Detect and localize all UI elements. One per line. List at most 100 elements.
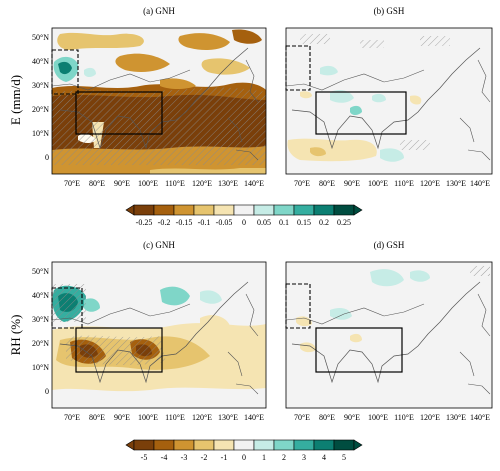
panel-a-title: (a) GNH <box>143 6 175 16</box>
colorbar-swatch <box>313 204 335 216</box>
lon-tick: 70°E <box>64 413 80 422</box>
colorbar-swatch <box>173 204 195 216</box>
lon-tick: 100°E <box>368 413 388 422</box>
colorbar-rh: -5 -4 -3 -2 -1 0 1 2 3 4 5 <box>125 439 363 462</box>
colorbar-label: -0.25 <box>136 218 153 227</box>
panel-b: 70°E 80°E 90°E 100°E 110°E 120°E 130°E 1… <box>285 27 493 188</box>
colorbar-label: -0.2 <box>158 218 171 227</box>
lon-tick: 130°E <box>446 413 466 422</box>
lon-tick: 80°E <box>89 179 105 188</box>
colorbar-swatch <box>233 204 255 216</box>
lon-tick: 80°E <box>319 179 335 188</box>
colorbar-label: 0 <box>242 218 246 227</box>
lon-tick: 100°E <box>368 179 388 188</box>
panel-a-lon-ticks: 70°E 80°E 90°E 100°E 110°E 120°E 130°E 1… <box>64 179 264 188</box>
colorbar-swatch <box>293 439 315 451</box>
lon-tick: 120°E <box>420 413 440 422</box>
lon-tick: 120°E <box>192 413 212 422</box>
lat-tick: 0 <box>45 153 49 162</box>
lon-tick: 140°E <box>470 179 490 188</box>
lon-tick: 120°E <box>420 179 440 188</box>
colorbar-label: -5 <box>141 453 148 462</box>
row2-ylabel: RH (%) <box>8 315 23 356</box>
colorbar-label: 1 <box>262 453 266 462</box>
lon-tick: 100°E <box>138 179 158 188</box>
colorbar-swatch <box>213 204 235 216</box>
panel-a-field <box>52 29 266 174</box>
colorbar-swatch <box>153 204 175 216</box>
colorbar-swatch <box>313 439 335 451</box>
lon-tick: 80°E <box>319 413 335 422</box>
colorbar-swatch <box>173 439 195 451</box>
lon-tick: 90°E <box>344 413 360 422</box>
lon-tick: 90°E <box>344 179 360 188</box>
colorbar-swatch <box>253 439 275 451</box>
panel-a-lat-ticks: 50°N 40°N 30°N 20°N 10°N 0 <box>32 33 49 162</box>
colorbar-label: 0.05 <box>257 218 271 227</box>
lon-tick: 130°E <box>446 179 466 188</box>
colorbar-label: -2 <box>201 453 208 462</box>
lat-tick: 40°N <box>32 291 49 300</box>
panel-a: 50°N 40°N 30°N 20°N 10°N 0 70°E 80°E 90°… <box>32 27 267 188</box>
colorbar-swatch <box>333 204 355 216</box>
colorbar-swatch <box>213 439 235 451</box>
panel-b-title: (b) GSH <box>374 6 405 16</box>
lon-tick: 140°E <box>470 413 490 422</box>
colorbar-swatch <box>333 439 355 451</box>
lon-tick: 140°E <box>244 413 264 422</box>
lon-tick: 70°E <box>294 179 310 188</box>
lat-tick: 10°N <box>32 129 49 138</box>
colorbar-label: 3 <box>302 453 306 462</box>
colorbar-label: 0.15 <box>297 218 311 227</box>
lon-tick: 70°E <box>64 179 80 188</box>
colorbar-label: -3 <box>181 453 188 462</box>
colorbar-max-arrow <box>353 204 363 216</box>
panel-d-title: (d) GSH <box>374 240 405 250</box>
colorbar-label: 0.2 <box>319 218 329 227</box>
panel-c-lat-ticks: 50°N 40°N 30°N 20°N 10°N 0 <box>32 267 49 396</box>
lat-tick: 30°N <box>32 315 49 324</box>
colorbar-label: 5 <box>342 453 346 462</box>
lat-tick: 40°N <box>32 57 49 66</box>
lon-tick: 80°E <box>89 413 105 422</box>
lat-tick: 0 <box>45 387 49 396</box>
lon-tick: 140°E <box>244 179 264 188</box>
colorbar-swatch <box>233 439 255 451</box>
lon-tick: 110°E <box>394 413 414 422</box>
colorbar-e: -0.25 -0.2 -0.15 -0.1 -0.05 0 0.05 0.1 0.15 0.2 0.… <box>125 204 363 227</box>
lon-tick: 70°E <box>294 413 310 422</box>
panel-d-field <box>286 266 491 395</box>
colorbar-label: 0.25 <box>337 218 351 227</box>
colorbar-swatch <box>193 439 215 451</box>
colorbar-label: 0.1 <box>279 218 289 227</box>
row1-ylabel: E (mm/d) <box>8 75 23 125</box>
colorbar-label: -0.1 <box>198 218 211 227</box>
colorbar-swatch <box>293 204 315 216</box>
panel-c-lon-ticks: 70°E 80°E 90°E 100°E 110°E 120°E 130°E 1… <box>64 413 264 422</box>
lat-tick: 10°N <box>32 363 49 372</box>
lat-tick: 50°N <box>32 267 49 276</box>
colorbar-label: 0 <box>242 453 246 462</box>
colorbar-label: 2 <box>282 453 286 462</box>
colorbar-label: -0.15 <box>176 218 193 227</box>
lat-tick: 30°N <box>32 81 49 90</box>
lat-tick: 20°N <box>32 105 49 114</box>
colorbar-swatch <box>273 439 295 451</box>
colorbar-swatch <box>133 204 155 216</box>
lon-tick: 110°E <box>394 179 414 188</box>
lon-tick: 90°E <box>114 179 130 188</box>
colorbar-swatch <box>153 439 175 451</box>
colorbar-swatch <box>273 204 295 216</box>
panel-c: 50°N 40°N 30°N 20°N 10°N 0 70°E 80°E 90°… <box>32 261 267 422</box>
lon-tick: 130°E <box>218 179 238 188</box>
colorbar-max-arrow <box>353 439 363 451</box>
lat-tick: 20°N <box>32 339 49 348</box>
lon-tick: 90°E <box>114 413 130 422</box>
lat-tick: 50°N <box>32 33 49 42</box>
lon-tick: 110°E <box>165 413 185 422</box>
panel-b-field <box>286 34 491 162</box>
colorbar-label: 4 <box>322 453 326 462</box>
lon-tick: 110°E <box>165 179 185 188</box>
colorbar-min-arrow <box>125 204 135 216</box>
